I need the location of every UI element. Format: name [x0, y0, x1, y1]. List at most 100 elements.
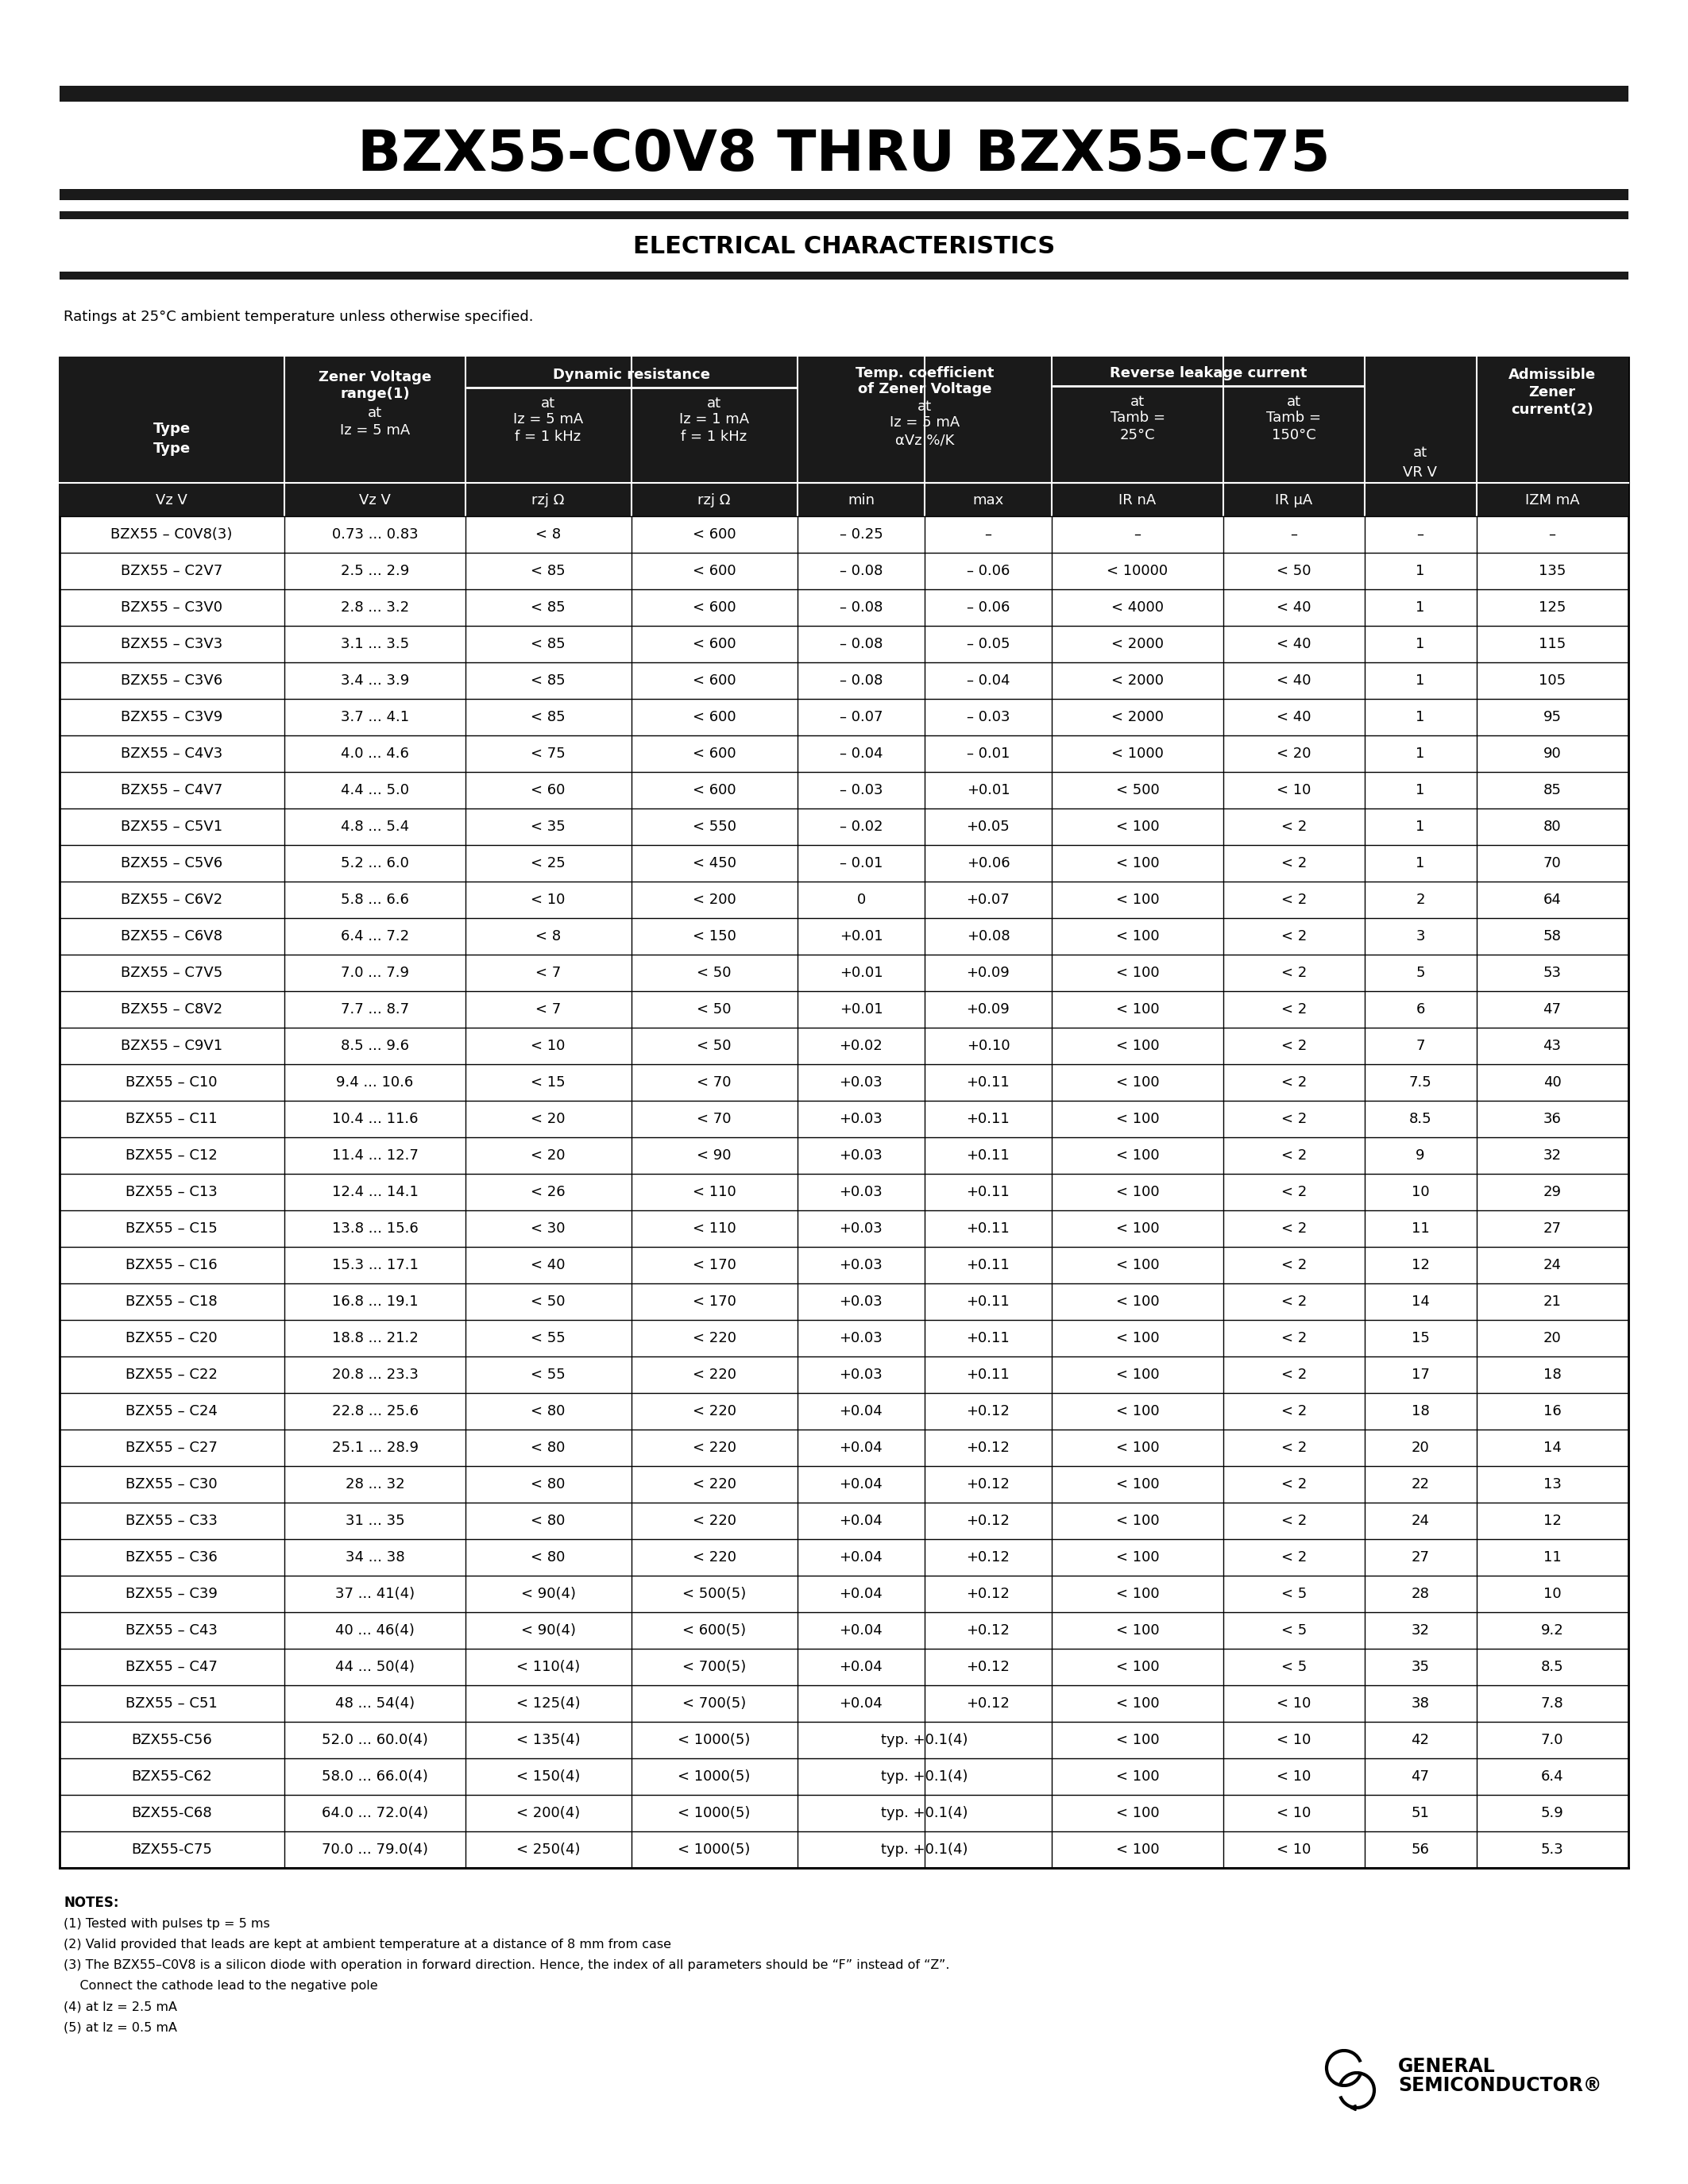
Text: +0.01: +0.01 — [839, 1002, 883, 1016]
Text: < 2: < 2 — [1281, 856, 1307, 871]
Text: < 50: < 50 — [1276, 563, 1312, 579]
Text: BZX55 – C7V5: BZX55 – C7V5 — [120, 965, 223, 981]
Text: +0.12: +0.12 — [966, 1588, 1009, 1601]
Text: < 2: < 2 — [1281, 1551, 1307, 1564]
Text: 7: 7 — [1416, 1040, 1425, 1053]
Text: +0.08: +0.08 — [967, 928, 1009, 943]
Text: < 2: < 2 — [1281, 965, 1307, 981]
Text: BZX55 – C0V8(3): BZX55 – C0V8(3) — [111, 526, 233, 542]
Text: – 0.04: – 0.04 — [967, 673, 1009, 688]
Text: < 220: < 220 — [692, 1551, 736, 1564]
Text: 25.1 ... 28.9: 25.1 ... 28.9 — [331, 1441, 419, 1455]
Text: +0.09: +0.09 — [967, 1002, 1009, 1016]
Text: < 80: < 80 — [530, 1404, 565, 1417]
Text: 105: 105 — [1539, 673, 1566, 688]
Text: 40: 40 — [1543, 1075, 1561, 1090]
Text: BZX55 – C39: BZX55 – C39 — [125, 1588, 218, 1601]
Text: of Zener Voltage: of Zener Voltage — [858, 382, 991, 395]
Text: < 85: < 85 — [530, 673, 565, 688]
Text: < 125(4): < 125(4) — [517, 1697, 581, 1710]
Text: < 600: < 600 — [692, 526, 736, 542]
Text: < 100: < 100 — [1116, 1295, 1160, 1308]
Text: < 100: < 100 — [1116, 1221, 1160, 1236]
Text: (1) Tested with pulses tp = 5 ms: (1) Tested with pulses tp = 5 ms — [64, 1918, 270, 1931]
Text: 47: 47 — [1543, 1002, 1561, 1016]
Text: < 2: < 2 — [1281, 1330, 1307, 1345]
Text: < 2: < 2 — [1281, 1258, 1307, 1273]
Text: 90: 90 — [1543, 747, 1561, 760]
Text: < 2: < 2 — [1281, 1075, 1307, 1090]
Text: < 85: < 85 — [530, 638, 565, 651]
Text: –: – — [984, 526, 993, 542]
Text: 115: 115 — [1538, 638, 1566, 651]
Text: < 100: < 100 — [1116, 1843, 1160, 1856]
Text: < 70: < 70 — [697, 1112, 731, 1127]
Text: < 100: < 100 — [1116, 819, 1160, 834]
Text: 64.0 ... 72.0(4): 64.0 ... 72.0(4) — [322, 1806, 429, 1819]
Text: < 2: < 2 — [1281, 1186, 1307, 1199]
Text: f = 1 kHz: f = 1 kHz — [515, 430, 581, 443]
Text: SEMICONDUCTOR®: SEMICONDUCTOR® — [1398, 2077, 1602, 2094]
Text: 24: 24 — [1411, 1514, 1430, 1529]
Text: – 0.01: – 0.01 — [839, 856, 883, 871]
Text: (2) Valid provided that leads are kept at ambient temperature at a distance of 8: (2) Valid provided that leads are kept a… — [64, 1939, 672, 1950]
Text: Ratings at 25°C ambient temperature unless otherwise specified.: Ratings at 25°C ambient temperature unle… — [64, 310, 533, 323]
Text: +0.03: +0.03 — [839, 1149, 883, 1162]
Text: BZX55 – C4V7: BZX55 – C4V7 — [120, 784, 223, 797]
Text: IR μA: IR μA — [1274, 494, 1313, 507]
Text: < 700(5): < 700(5) — [682, 1660, 746, 1675]
Text: at: at — [1286, 395, 1301, 408]
Text: +0.02: +0.02 — [839, 1040, 883, 1053]
Text: – 0.07: – 0.07 — [839, 710, 883, 725]
Text: < 100: < 100 — [1116, 1514, 1160, 1529]
Text: < 110(4): < 110(4) — [517, 1660, 581, 1675]
Text: 18.8 ... 21.2: 18.8 ... 21.2 — [333, 1330, 419, 1345]
Text: 1: 1 — [1416, 747, 1425, 760]
Text: Dynamic resistance: Dynamic resistance — [554, 367, 711, 382]
Text: BZX55 – C3V3: BZX55 – C3V3 — [120, 638, 223, 651]
Text: +0.04: +0.04 — [839, 1441, 883, 1455]
Text: BZX55 – C24: BZX55 – C24 — [125, 1404, 218, 1417]
Text: BZX55-C68: BZX55-C68 — [132, 1806, 213, 1819]
Text: 16.8 ... 19.1: 16.8 ... 19.1 — [333, 1295, 419, 1308]
Text: 11: 11 — [1411, 1221, 1430, 1236]
Text: +0.03: +0.03 — [839, 1221, 883, 1236]
Text: 5.9: 5.9 — [1541, 1806, 1563, 1819]
Text: rzj Ω: rzj Ω — [697, 494, 731, 507]
Text: < 100: < 100 — [1116, 1441, 1160, 1455]
Text: 6.4: 6.4 — [1541, 1769, 1563, 1784]
Text: +0.04: +0.04 — [839, 1623, 883, 1638]
Text: 95: 95 — [1543, 710, 1561, 725]
Text: < 40: < 40 — [530, 1258, 565, 1273]
Text: < 20: < 20 — [530, 1149, 565, 1162]
Text: BZX55 – C18: BZX55 – C18 — [125, 1295, 218, 1308]
Text: 8.5: 8.5 — [1409, 1112, 1431, 1127]
Text: < 600: < 600 — [692, 710, 736, 725]
Text: Iz = 1 mA: Iz = 1 mA — [679, 413, 749, 426]
Text: at: at — [540, 395, 555, 411]
Text: < 220: < 220 — [692, 1476, 736, 1492]
Text: typ. +0.1(4): typ. +0.1(4) — [881, 1732, 969, 1747]
Text: < 55: < 55 — [530, 1367, 565, 1382]
Text: 53: 53 — [1543, 965, 1561, 981]
Text: 36: 36 — [1543, 1112, 1561, 1127]
Text: < 7: < 7 — [535, 965, 560, 981]
Text: < 110: < 110 — [692, 1186, 736, 1199]
Text: +0.03: +0.03 — [839, 1258, 883, 1273]
Text: Vz V: Vz V — [360, 494, 392, 507]
Text: +0.11: +0.11 — [967, 1367, 1009, 1382]
Text: +0.11: +0.11 — [967, 1112, 1009, 1127]
Text: – 0.08: – 0.08 — [839, 601, 883, 614]
Text: BZX55 – C3V0: BZX55 – C3V0 — [122, 601, 223, 614]
Text: 7.0: 7.0 — [1541, 1732, 1563, 1747]
Text: 18: 18 — [1543, 1367, 1561, 1382]
Text: < 15: < 15 — [530, 1075, 565, 1090]
Text: 11.4 ... 12.7: 11.4 ... 12.7 — [331, 1149, 419, 1162]
Text: < 55: < 55 — [530, 1330, 565, 1345]
Text: +0.04: +0.04 — [839, 1514, 883, 1529]
Text: Iz = 5 mA: Iz = 5 mA — [339, 424, 410, 437]
Text: 17: 17 — [1411, 1367, 1430, 1382]
Text: 27: 27 — [1411, 1551, 1430, 1564]
Text: < 4000: < 4000 — [1111, 601, 1163, 614]
Text: < 5: < 5 — [1281, 1660, 1307, 1675]
